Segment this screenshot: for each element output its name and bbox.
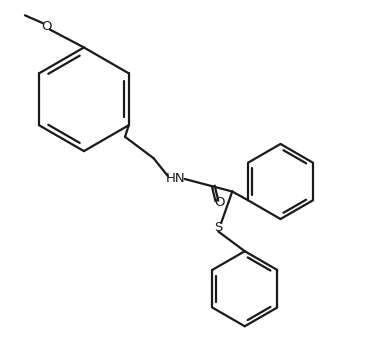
Text: O: O: [215, 196, 225, 209]
Text: O: O: [41, 20, 52, 33]
Text: HN: HN: [166, 172, 185, 185]
Text: S: S: [214, 221, 223, 234]
